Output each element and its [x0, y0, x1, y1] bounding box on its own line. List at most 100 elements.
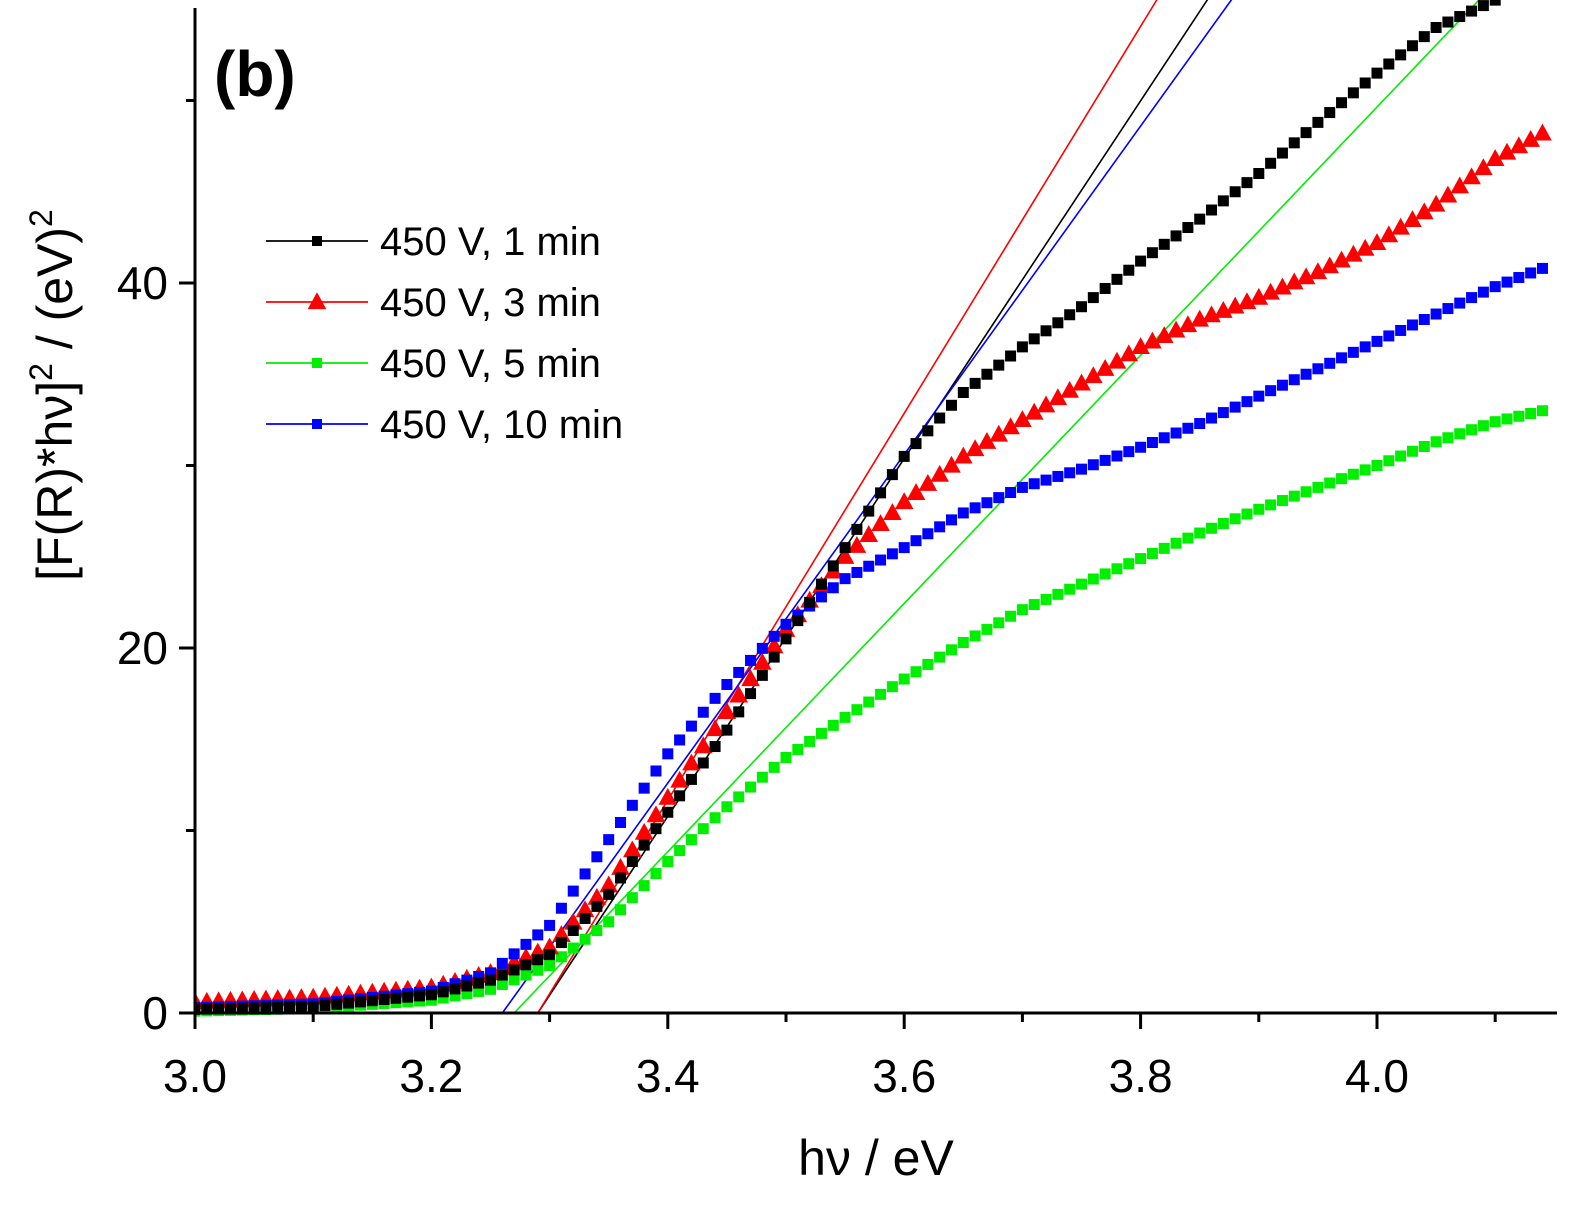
data-point [1466, 5, 1478, 17]
data-point [520, 969, 532, 981]
data-point [1371, 460, 1383, 471]
data-point [945, 514, 957, 526]
data-point [1170, 537, 1182, 549]
data-point [780, 618, 792, 630]
data-point [1170, 230, 1182, 242]
y-tick-label: 20 [117, 622, 168, 674]
data-point [662, 856, 674, 868]
data-point [768, 630, 780, 642]
legend-label: 450 V, 10 min [380, 403, 623, 447]
data-point [1241, 396, 1253, 408]
data-point [1438, 185, 1458, 203]
data-point [508, 948, 520, 960]
data-point [1217, 195, 1229, 207]
data-point [883, 503, 902, 521]
data-point [1454, 428, 1466, 440]
data-point [835, 546, 855, 564]
data-point [1135, 441, 1147, 453]
x-axis-title: hν / eV [798, 1130, 954, 1186]
data-point [284, 1001, 296, 1013]
data-point [1501, 413, 1513, 425]
data-point [922, 425, 934, 437]
data-point [721, 679, 733, 690]
data-point [1154, 326, 1174, 344]
data-point [792, 615, 804, 627]
data-point [555, 902, 567, 914]
data-point [1076, 301, 1087, 313]
data-point [1406, 319, 1418, 331]
data-point [1477, 420, 1489, 432]
data-point [1166, 320, 1186, 338]
data-point [312, 419, 322, 429]
data-point [682, 753, 701, 771]
data-point [544, 919, 556, 931]
data-point [1178, 315, 1198, 333]
legend-item: 450 V, 10 min [266, 403, 623, 447]
data-point [898, 673, 910, 685]
data-point [1379, 225, 1399, 243]
data-point [918, 473, 938, 491]
data-point [1355, 238, 1375, 256]
data-point [733, 666, 745, 678]
data-point [745, 688, 757, 700]
data-point [1146, 437, 1158, 449]
data-point [532, 964, 544, 976]
data-point [922, 658, 934, 670]
data-point [1466, 424, 1478, 436]
data-point [1206, 522, 1218, 534]
data-point [729, 685, 749, 703]
data-point [1509, 136, 1529, 154]
data-point [804, 735, 816, 747]
data-point [312, 358, 322, 368]
data-point [461, 980, 473, 992]
data-point [579, 933, 591, 945]
data-point [195, 1003, 201, 1015]
data-point [1324, 357, 1336, 369]
data-point [1276, 379, 1288, 391]
data-point [461, 974, 473, 986]
data-point [1426, 194, 1446, 212]
x-tick-label: 3.8 [1109, 1050, 1173, 1102]
data-point [1288, 137, 1300, 149]
data-point [1383, 455, 1395, 467]
data-point [331, 998, 343, 1010]
data-point [1237, 292, 1257, 310]
data-point [741, 669, 760, 687]
data-point [520, 938, 532, 950]
data-point [626, 799, 638, 811]
data-point [658, 787, 678, 805]
data-point [646, 805, 666, 823]
data-point [1028, 599, 1040, 611]
data-point [1497, 142, 1517, 160]
data-point [851, 523, 863, 535]
data-point [1111, 563, 1123, 575]
data-point [248, 1002, 260, 1014]
data-point [1418, 31, 1430, 43]
data-point [1123, 264, 1135, 276]
data-point [1131, 337, 1150, 354]
data-point [1442, 432, 1454, 444]
data-point [1276, 495, 1288, 507]
data-point [662, 806, 674, 818]
data-point [1028, 478, 1040, 490]
data-point [1119, 344, 1139, 362]
data-point [709, 741, 721, 753]
data-point [1395, 450, 1407, 462]
data-point [591, 900, 603, 912]
data-point [567, 885, 579, 897]
data-point [993, 617, 1005, 629]
data-point [1324, 477, 1336, 489]
data-point [1190, 309, 1209, 327]
data-point [555, 951, 567, 963]
panel-label: (b) [214, 38, 296, 110]
data-point [1064, 309, 1076, 321]
data-point [1332, 250, 1351, 268]
data-point [1296, 267, 1316, 285]
data-point [1146, 247, 1158, 259]
data-point [815, 578, 827, 590]
x-tick-label: 3.2 [399, 1050, 463, 1102]
data-point [1367, 233, 1387, 250]
data-point [745, 654, 757, 666]
legend-item: 450 V, 1 min [266, 220, 601, 264]
data-point [1336, 97, 1348, 109]
